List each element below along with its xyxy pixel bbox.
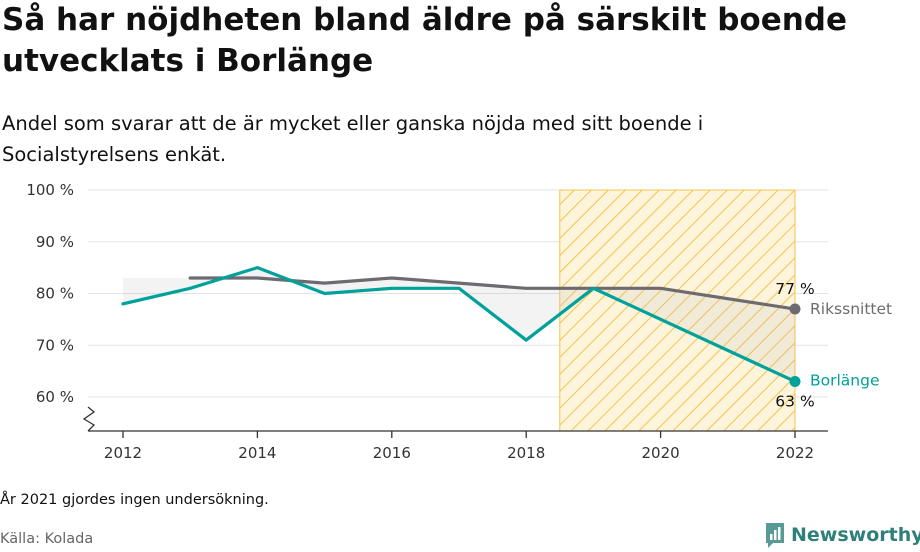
chart-subtitle: Andel som svarar att de är mycket eller … (2, 112, 704, 166)
y-tick-label: 70 % (36, 336, 74, 354)
riks-end-point (789, 303, 801, 315)
difference-band (123, 267, 795, 382)
x-tick-label: 2020 (642, 444, 680, 462)
borlange-value-label: 63 % (775, 392, 814, 410)
borlange-line (121, 266, 797, 384)
riks-value-label: 77 % (775, 280, 814, 298)
x-tick-label: 2022 (776, 444, 814, 462)
x-tick-label: 2012 (104, 444, 142, 462)
brand-logo: Newsworthy (764, 520, 920, 550)
x-tick-label: 2014 (238, 444, 276, 462)
source-text: Källa: Kolada (0, 531, 94, 547)
riks-series-label: Rikssnittet (810, 300, 892, 318)
x-tick-label: 2018 (507, 444, 545, 462)
borlange-end-point (789, 375, 801, 387)
riks-line (188, 276, 797, 311)
y-tick-label: 80 % (36, 285, 74, 303)
brand-name: Newsworthy (791, 524, 920, 546)
borlange-series-label: Borlänge (810, 371, 880, 389)
highlight-region (559, 189, 796, 432)
axis-break-icon (82, 406, 96, 432)
footnote: År 2021 gjordes ingen undersökning. (0, 492, 269, 508)
y-tick-label: 60 % (36, 388, 74, 406)
chart-title: Så har nöjdheten bland äldre på särskilt… (2, 2, 848, 79)
newsworthy-logo-icon (766, 523, 784, 548)
y-tick-label: 100 % (26, 181, 74, 199)
y-tick-label: 90 % (36, 233, 74, 251)
x-tick-label: 2016 (373, 444, 411, 462)
